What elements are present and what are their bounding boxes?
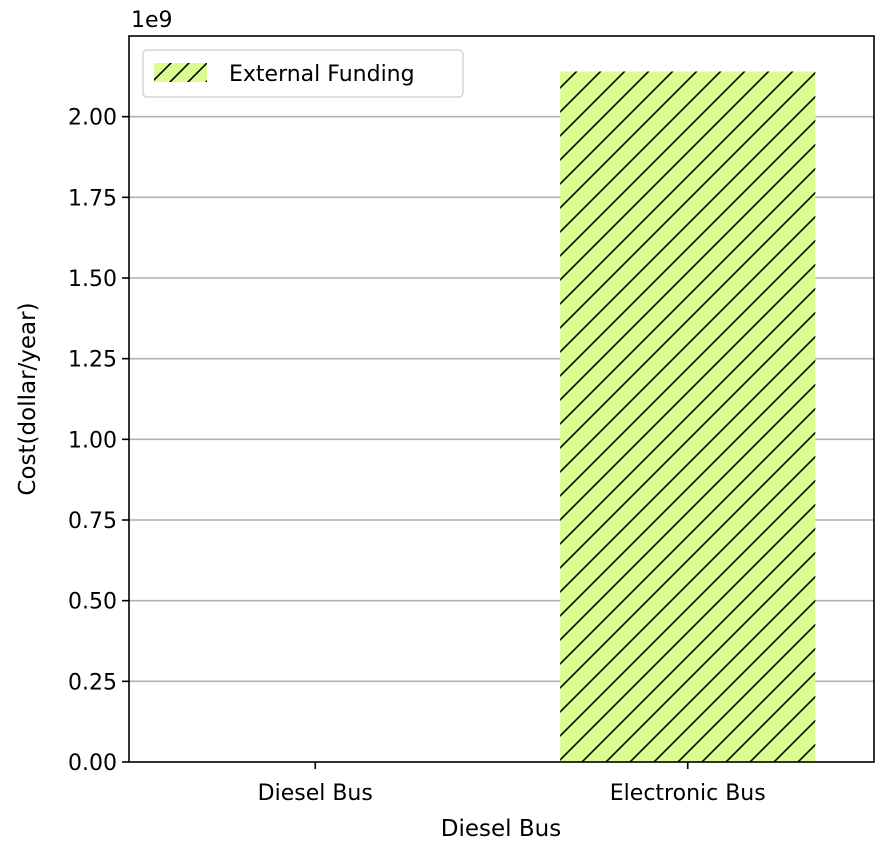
y-tick-label: 0.00 [68,751,117,776]
y-tick-label: 0.25 [68,670,117,695]
y-tick-label: 2.00 [68,106,117,131]
x-axis-label: Diesel Bus [441,816,561,842]
y-axis-offset-label: 1e9 [131,8,173,33]
bar-electronic-bus [560,71,816,762]
legend-label: External Funding [229,62,415,87]
y-tick-label: 1.25 [68,348,117,373]
x-tick-label: Diesel Bus [258,781,373,806]
y-tick-label: 1.50 [68,267,117,292]
x-axis-ticks: Diesel Bus Electronic Bus [258,762,766,806]
legend: External Funding [142,49,464,98]
y-tick-label: 0.50 [68,590,117,615]
bars [560,71,816,762]
plot-frame [128,35,875,763]
y-tick-label: 1.75 [68,186,117,211]
gridlines [129,115,874,683]
y-tick-label: 1.00 [68,428,117,453]
x-tick-label: Electronic Bus [610,781,766,806]
y-tick-label: 0.75 [68,509,117,534]
legend-box [142,49,464,98]
legend-swatch [154,63,207,82]
y-axis-ticks: 0.00 0.25 0.50 0.75 1.00 1.25 1.50 1.75 2.00 [68,106,129,776]
y-axis-label: Cost(dollar/year) [15,302,41,495]
